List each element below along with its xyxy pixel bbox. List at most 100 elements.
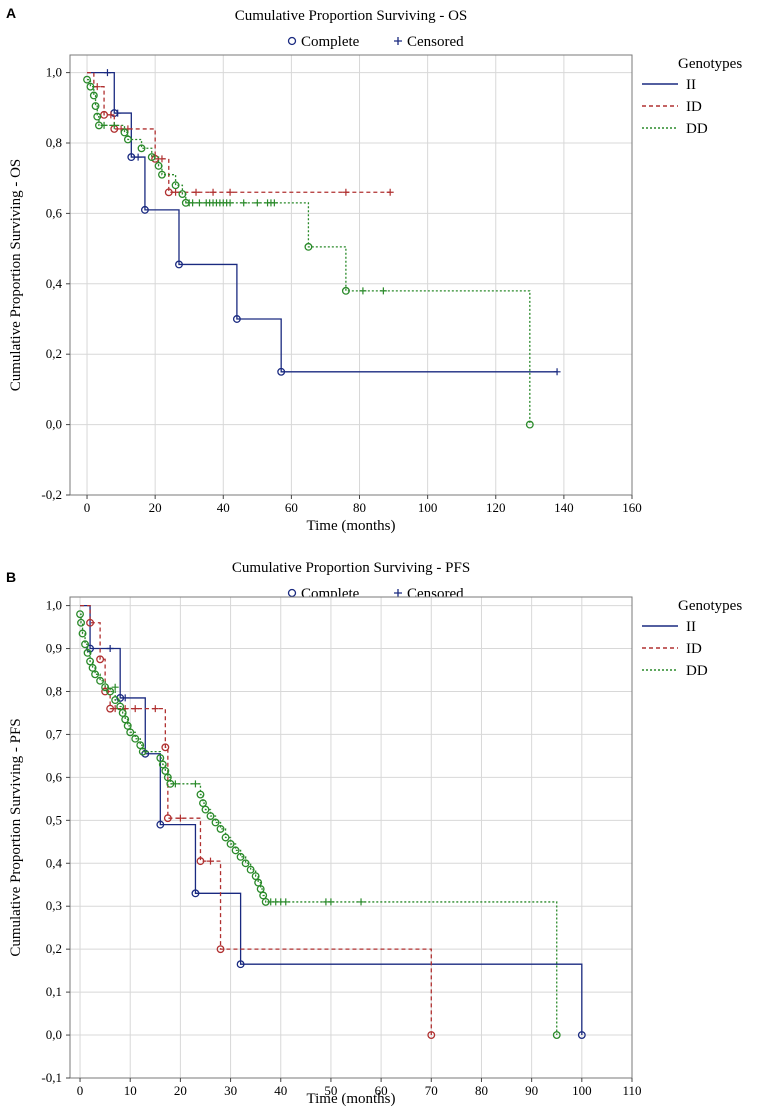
censored-mark-II bbox=[553, 368, 561, 376]
censored-mark-ID bbox=[131, 705, 139, 713]
event-point-II bbox=[232, 315, 241, 323]
censored-mark-DD bbox=[379, 287, 387, 295]
event-point-DD bbox=[86, 657, 95, 666]
y-tick-label: 0,2 bbox=[46, 346, 62, 361]
legend-title: Genotypes bbox=[678, 598, 742, 614]
censored-mark-DD bbox=[195, 199, 203, 207]
plot-frame bbox=[69, 54, 633, 496]
event-point-DD bbox=[138, 747, 147, 756]
series-DD bbox=[76, 610, 561, 1040]
plot-series-layer bbox=[76, 604, 586, 1040]
censored-mark-DD bbox=[226, 199, 234, 207]
plot-frame bbox=[69, 596, 633, 1079]
censored-mark-ID bbox=[342, 188, 350, 196]
event-point-II bbox=[86, 644, 95, 653]
censored-mark-ID bbox=[226, 188, 234, 196]
censored-mark-II bbox=[121, 694, 129, 702]
event-point-DD bbox=[91, 670, 100, 679]
event-point-DD bbox=[136, 741, 145, 750]
event-point-DD bbox=[147, 153, 156, 162]
x-tick-label: 50 bbox=[324, 1083, 337, 1098]
event-point-ID bbox=[216, 945, 225, 954]
censored-mark-DD bbox=[110, 121, 118, 129]
event-point-DD bbox=[126, 728, 135, 737]
x-tick-label: 20 bbox=[174, 1083, 187, 1098]
series-DD bbox=[83, 75, 534, 429]
event-point-ID bbox=[96, 655, 105, 664]
event-point-ID bbox=[86, 618, 95, 627]
x-tick-label: 110 bbox=[622, 1083, 641, 1098]
y-tick-label: 0,2 bbox=[46, 941, 62, 956]
x-tick-label: 90 bbox=[525, 1083, 538, 1098]
censored-mark-ID bbox=[207, 857, 214, 865]
event-point-DD bbox=[201, 805, 210, 814]
event-point-DD bbox=[196, 790, 205, 799]
event-point-II bbox=[236, 960, 245, 969]
event-point-DD bbox=[163, 773, 172, 782]
legend-censored-label: Censored bbox=[407, 34, 464, 50]
event-point-ID bbox=[427, 1031, 436, 1040]
event-point-ID bbox=[163, 814, 172, 823]
event-point-II bbox=[277, 367, 286, 376]
y-tick-label: -0,1 bbox=[41, 1070, 62, 1085]
y-tick-label: 0,0 bbox=[46, 417, 62, 432]
event-point-DD bbox=[199, 799, 207, 808]
event-point-ID bbox=[164, 188, 173, 197]
censored-mark-ID bbox=[172, 188, 180, 196]
x-tick-label: 30 bbox=[224, 1083, 237, 1098]
censored-mark-DD bbox=[240, 199, 248, 207]
x-axis-label: Time (months) bbox=[306, 518, 395, 534]
event-point-ID bbox=[196, 857, 205, 866]
event-point-DD bbox=[241, 859, 250, 868]
event-point-II bbox=[191, 889, 200, 898]
event-point-DD bbox=[211, 818, 220, 827]
censored-mark-DD bbox=[327, 898, 335, 906]
legend-complete-marker bbox=[287, 588, 297, 598]
event-point-DD bbox=[226, 839, 235, 848]
legend-complete-marker bbox=[287, 36, 297, 46]
censored-mark-ID bbox=[192, 188, 200, 196]
y-tick-label: 0,4 bbox=[46, 855, 63, 870]
x-tick-label: 10 bbox=[124, 1083, 137, 1098]
event-point-DD bbox=[121, 715, 130, 724]
event-point-DD bbox=[83, 648, 92, 657]
y-tick-label: 0,3 bbox=[46, 898, 62, 913]
y-tick-label: 0,6 bbox=[46, 769, 63, 784]
legend-title: Genotypes bbox=[678, 56, 742, 72]
censored-mark-ID bbox=[158, 155, 166, 163]
plot-area bbox=[70, 55, 632, 495]
x-tick-label: 60 bbox=[285, 500, 298, 515]
event-point-DD bbox=[154, 161, 163, 170]
event-point-DD bbox=[106, 687, 115, 696]
y-tick-label: 0,5 bbox=[46, 812, 62, 827]
panel-letter: B bbox=[6, 569, 16, 585]
legend-label-II: II bbox=[686, 77, 696, 93]
event-point-DD bbox=[91, 102, 100, 110]
censored-mark-ID bbox=[209, 188, 217, 196]
censored-mark-DD bbox=[357, 898, 365, 906]
x-tick-label: 140 bbox=[554, 500, 574, 515]
panel-letter: A bbox=[6, 5, 16, 21]
x-tick-label: 100 bbox=[572, 1083, 592, 1098]
event-point-DD bbox=[77, 618, 85, 627]
x-tick-label: 80 bbox=[353, 500, 366, 515]
legend-complete-label: Complete bbox=[301, 34, 360, 50]
censored-mark-II bbox=[103, 69, 111, 77]
event-point-DD bbox=[216, 824, 225, 833]
censored-mark-DD bbox=[253, 199, 261, 207]
y-tick-label: 0,7 bbox=[46, 726, 63, 741]
event-point-DD bbox=[120, 128, 129, 137]
x-tick-label: 120 bbox=[486, 500, 506, 515]
x-tick-label: 0 bbox=[84, 500, 91, 515]
censored-mark-ID bbox=[93, 83, 101, 91]
x-tick-label: 40 bbox=[217, 500, 230, 515]
event-point-DD bbox=[83, 75, 91, 84]
event-point-DD bbox=[123, 721, 132, 730]
censored-mark-ID bbox=[386, 188, 394, 196]
event-point-DD bbox=[246, 865, 255, 874]
y-tick-label: 0,0 bbox=[46, 1027, 62, 1042]
event-point-DD bbox=[552, 1031, 561, 1040]
